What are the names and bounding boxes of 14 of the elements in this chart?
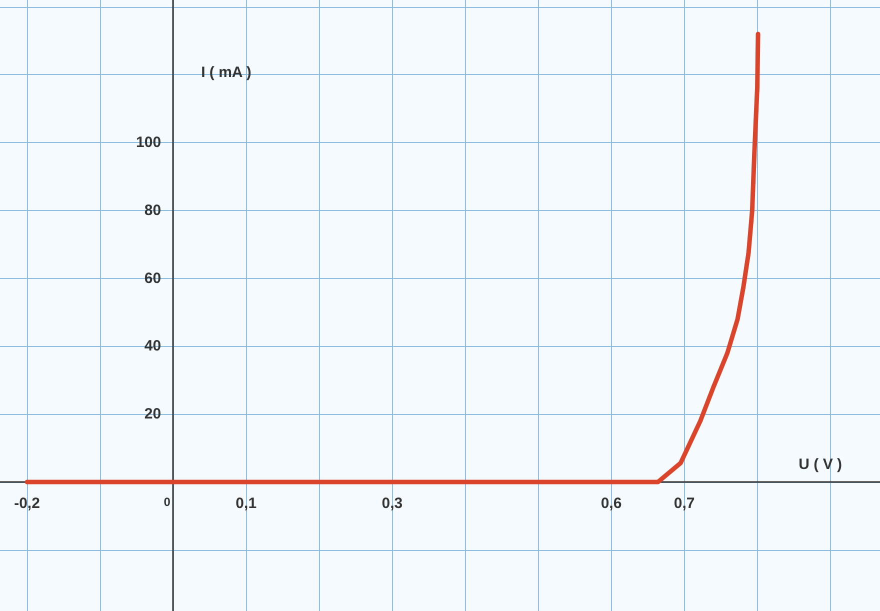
- x-tick-label: 0,1: [236, 495, 257, 512]
- x-tick-label: 0: [164, 495, 171, 510]
- x-tick-label: 0,7: [674, 495, 695, 512]
- x-tick-label: 0,6: [600, 495, 622, 512]
- x-axis-title: U ( V ): [798, 456, 842, 474]
- x-tick-label: -0,2: [14, 495, 40, 512]
- y-tick-label: 80: [144, 202, 162, 219]
- x-tick-label: 0,3: [382, 495, 403, 512]
- y-tick-label: 40: [144, 338, 162, 355]
- y-tick-label: 60: [144, 270, 162, 287]
- y-tick-label: 100: [136, 134, 162, 152]
- y-axis-title: I ( mA ): [201, 64, 252, 81]
- y-tick-label: 20: [144, 406, 162, 423]
- line-series: [24, 32, 760, 484]
